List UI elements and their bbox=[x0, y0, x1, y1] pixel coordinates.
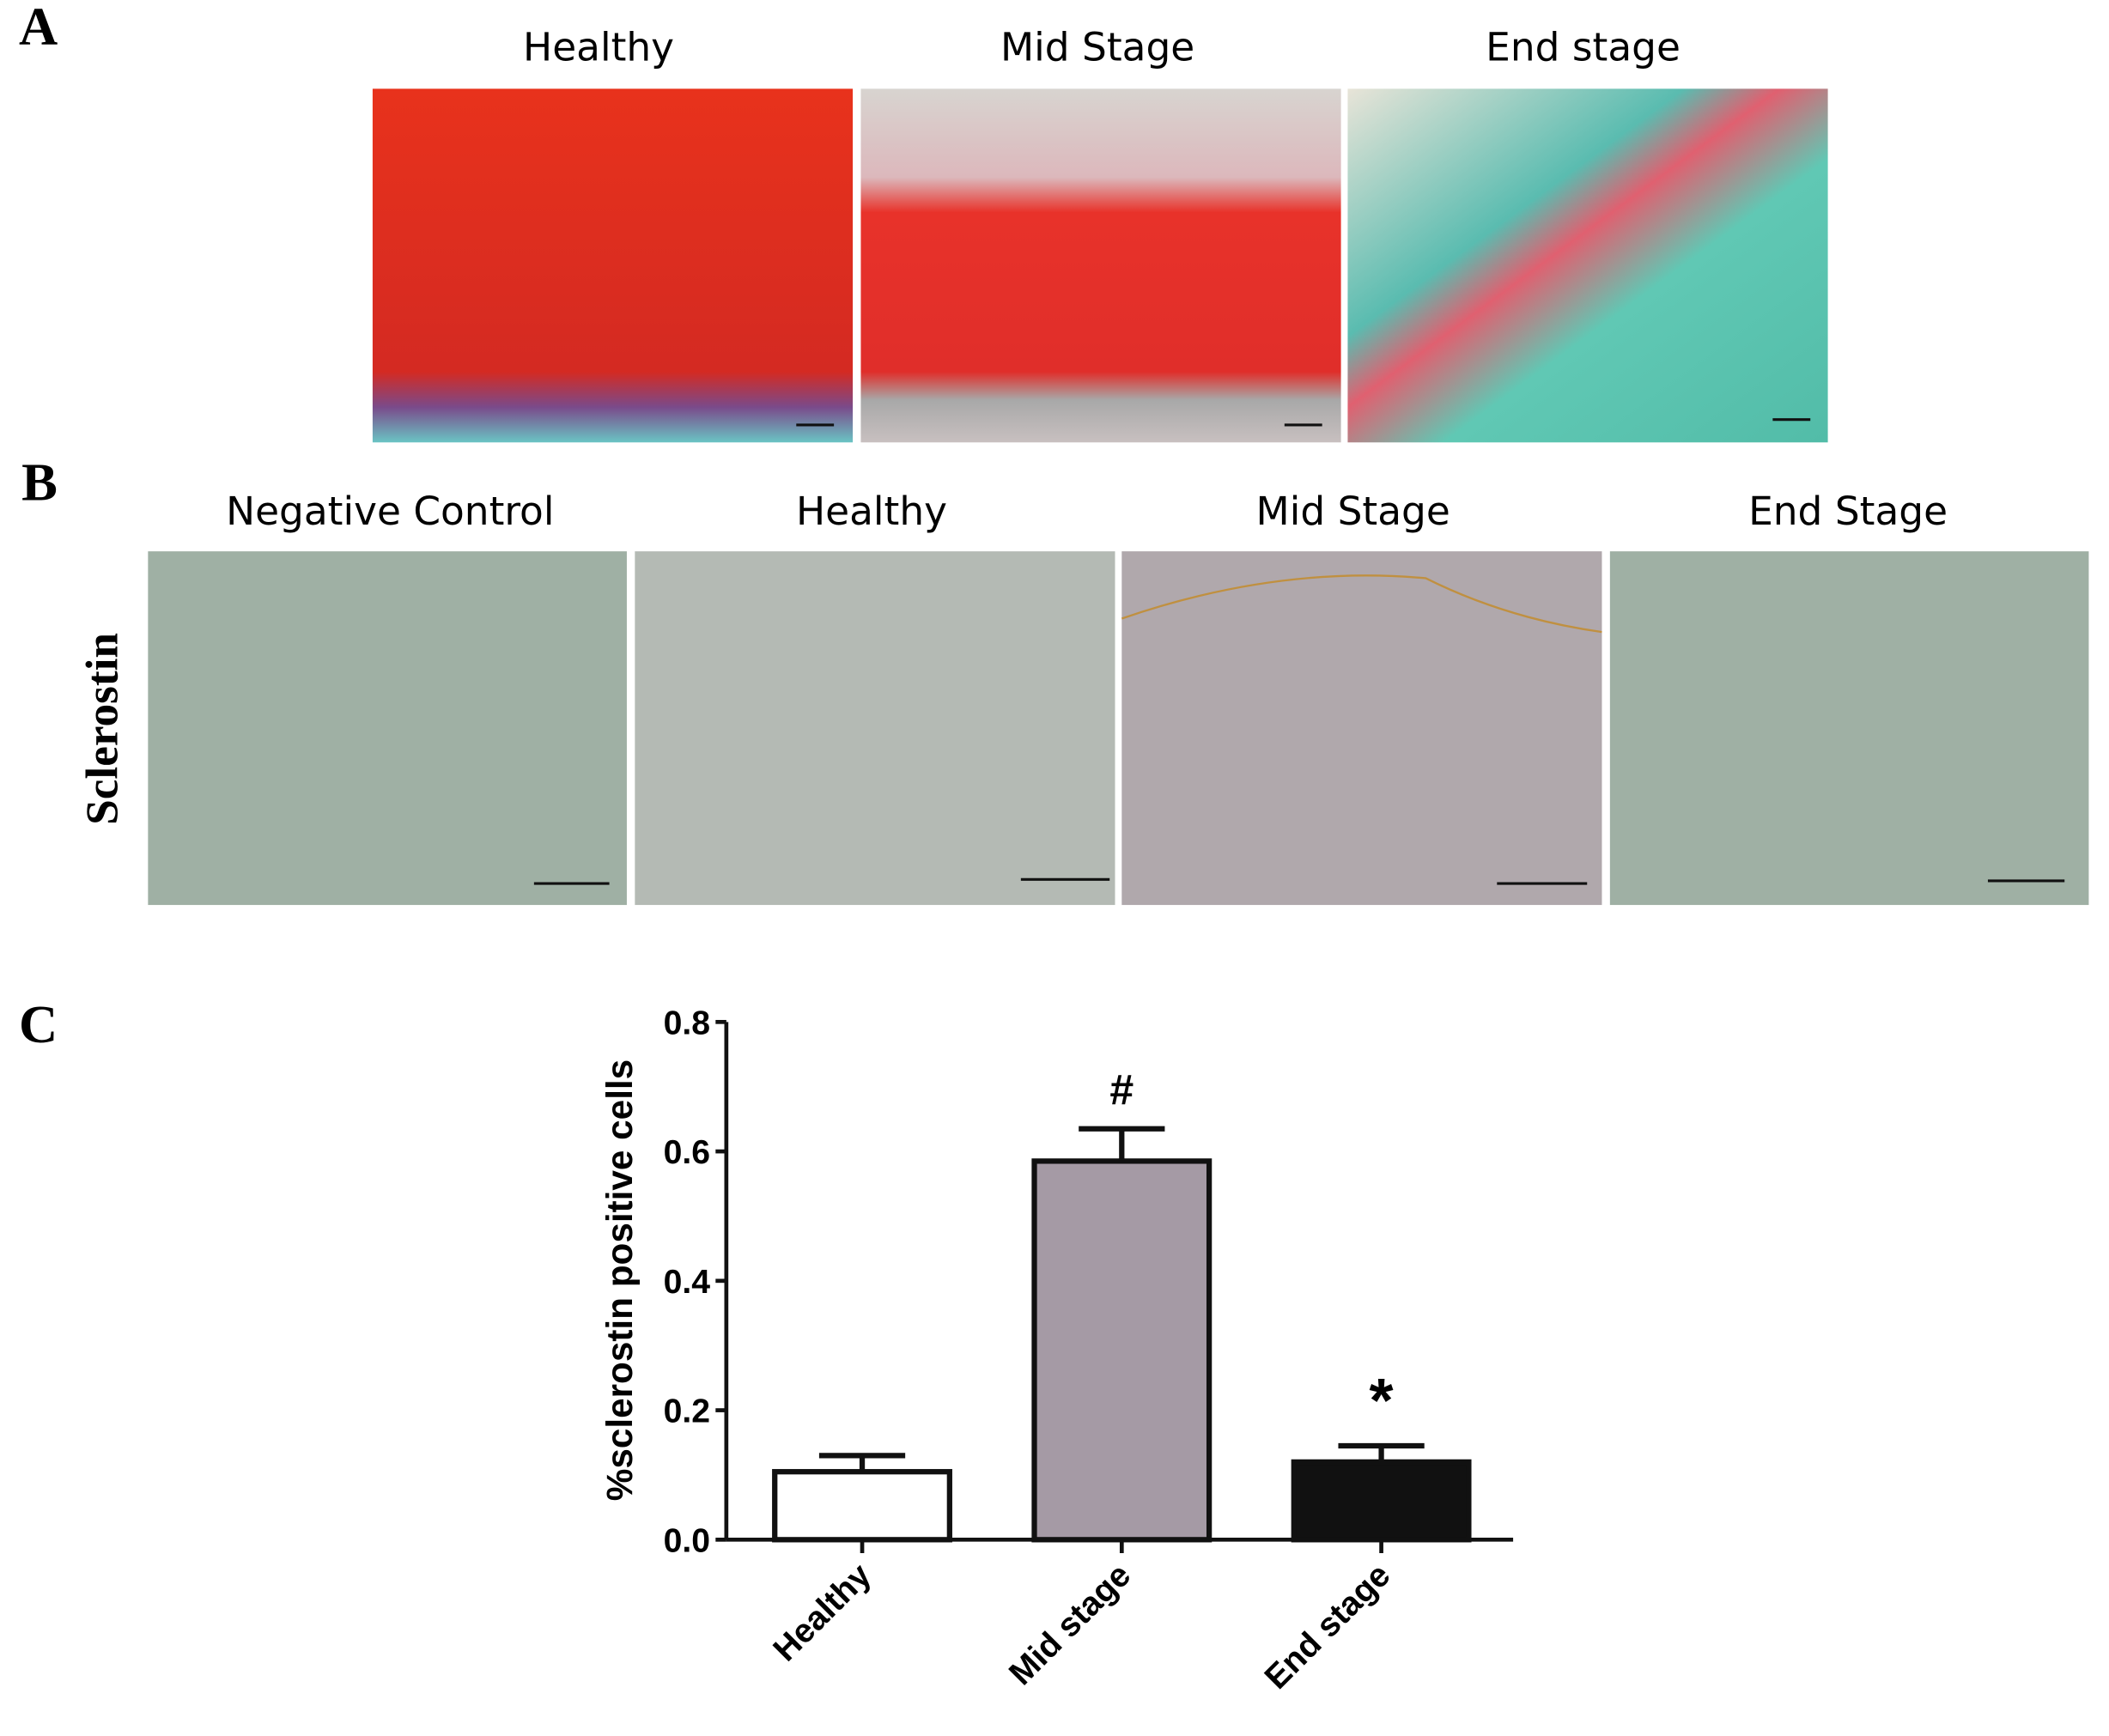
y-tick-label: 0.8 bbox=[664, 1005, 710, 1041]
y-tick-label: 0.6 bbox=[664, 1134, 710, 1171]
image-title: Mid Stage bbox=[1000, 24, 1194, 70]
y-axis-title: %sclerostin positive cells bbox=[599, 1059, 640, 1501]
bar bbox=[772, 1469, 952, 1543]
x-tick-label: Mid stage bbox=[1002, 1557, 1138, 1692]
bar bbox=[1031, 1158, 1213, 1543]
image-title: Negative Control bbox=[226, 489, 554, 534]
bar bbox=[1291, 1459, 1472, 1543]
image-title: End stage bbox=[1486, 24, 1681, 70]
x-tick-label: End stage bbox=[1258, 1557, 1398, 1697]
significance-mark: * bbox=[1370, 1367, 1394, 1436]
y-tick-label: 0.2 bbox=[664, 1393, 710, 1430]
image-title: End Stage bbox=[1748, 489, 1948, 534]
row-label: Sclerostin bbox=[76, 633, 127, 825]
micrograph bbox=[635, 551, 1115, 906]
panel-c: C %sclerostin positive cells 0.0 0.2 0.4 0.… bbox=[19, 994, 1514, 1697]
x-tick-label: Healthy bbox=[767, 1557, 879, 1669]
panel-label: A bbox=[19, 0, 58, 57]
micrograph bbox=[1347, 88, 1828, 443]
panel-label: C bbox=[19, 994, 58, 1054]
micrograph bbox=[1121, 551, 1602, 906]
image-title: Mid Stage bbox=[1256, 489, 1450, 534]
y-tick-label: 0.0 bbox=[664, 1522, 710, 1559]
image-title: Healthy bbox=[523, 24, 674, 70]
tissue-edge bbox=[1121, 574, 1602, 634]
panel-b: B Sclerostin Negative Control Healthy Mi… bbox=[21, 452, 2089, 906]
micrograph bbox=[860, 88, 1341, 443]
micrograph bbox=[1609, 551, 2089, 906]
panel-a: A Healthy Mid Stage End stage bbox=[19, 0, 1828, 443]
significance-mark: # bbox=[1109, 1066, 1134, 1114]
panel-label: B bbox=[21, 452, 58, 513]
y-tick-label: 0.4 bbox=[664, 1264, 711, 1301]
micrograph bbox=[148, 551, 627, 906]
micrograph bbox=[372, 88, 854, 443]
image-title: Healthy bbox=[796, 489, 947, 534]
